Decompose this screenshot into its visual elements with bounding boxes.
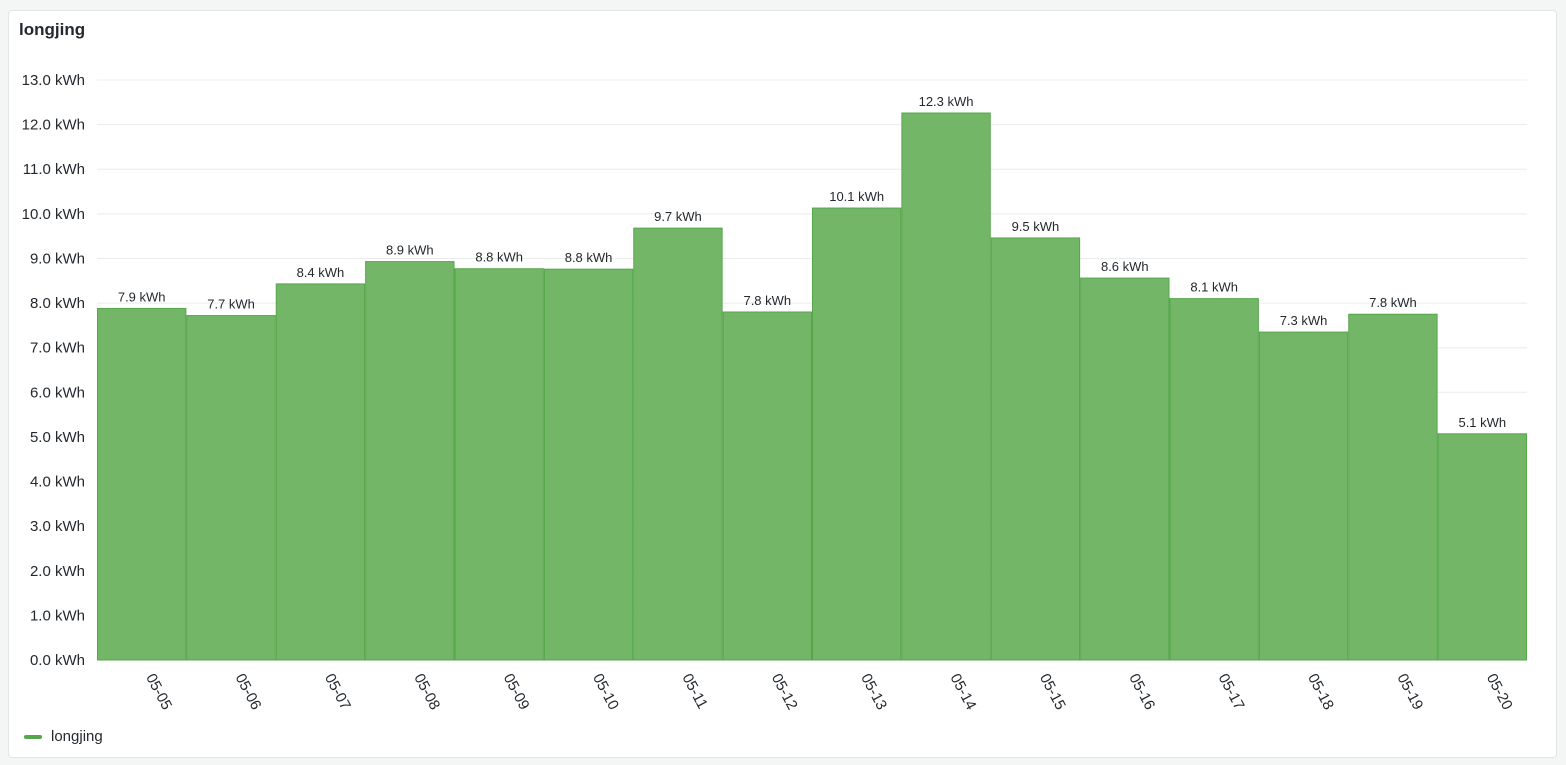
bar[interactable] xyxy=(1080,277,1170,661)
bar[interactable] xyxy=(990,237,1081,661)
y-tick-label: 2.0 kWh xyxy=(30,563,85,580)
x-tick-label: 05-17 xyxy=(1215,671,1248,713)
bar-value-label: 9.7 kWh xyxy=(654,209,702,224)
bar-value-label: 8.8 kWh xyxy=(565,250,613,265)
x-tick-label: 05-13 xyxy=(857,671,890,713)
bar[interactable] xyxy=(722,311,812,661)
bar-value-label: 8.8 kWh xyxy=(475,250,523,265)
x-tick-label: 05-10 xyxy=(589,671,622,713)
bar-value-label: 8.9 kWh xyxy=(386,243,434,258)
bar[interactable] xyxy=(275,283,366,661)
y-tick-label: 12.0 kWh xyxy=(22,117,85,134)
bar[interactable] xyxy=(1437,433,1527,661)
bar[interactable] xyxy=(1258,331,1349,661)
x-tick-label: 05-16 xyxy=(1125,671,1158,713)
bar-value-label: 8.4 kWh xyxy=(297,265,345,280)
bar[interactable] xyxy=(365,261,455,661)
x-tick-label: 05-14 xyxy=(947,671,980,713)
y-tick-label: 1.0 kWh xyxy=(30,607,85,624)
bar-value-label: 7.9 kWh xyxy=(118,289,166,304)
bar-value-label: 7.8 kWh xyxy=(743,293,791,308)
bar-value-label: 12.3 kWh xyxy=(919,94,974,109)
x-tick-label: 05-07 xyxy=(321,671,354,713)
bar[interactable] xyxy=(901,112,991,661)
y-tick-label: 3.0 kWh xyxy=(30,518,85,535)
y-tick-label: 10.0 kWh xyxy=(22,206,85,223)
bar-value-label: 8.6 kWh xyxy=(1101,259,1149,274)
panel-title: longjing xyxy=(19,20,86,39)
bars xyxy=(97,112,1527,661)
x-tick-label: 05-06 xyxy=(232,671,265,713)
chart-panel: longjing 0.0 kWh 1.0 kWh 2.0 kWh 3.0 kWh 4.0… xyxy=(8,10,1557,758)
y-tick-label: 11.0 kWh xyxy=(23,161,85,178)
x-tick-label: 05-09 xyxy=(500,671,533,713)
bar[interactable] xyxy=(1348,313,1438,661)
x-tick-label: 05-05 xyxy=(142,671,175,713)
bar-value-label: 7.3 kWh xyxy=(1280,313,1328,328)
x-tick-label: 05-15 xyxy=(1036,671,1069,713)
legend-swatch-longjing xyxy=(24,734,42,739)
bar-value-label: 10.1 kWh xyxy=(829,189,884,204)
x-tick-label: 05-19 xyxy=(1393,671,1426,713)
x-tick-label: 05-20 xyxy=(1483,671,1516,713)
bar-chart: 0.0 kWh 1.0 kWh 2.0 kWh 3.0 kWh 4.0 kWh 5.0 k… xyxy=(22,72,1527,713)
bar-value-label: 5.1 kWh xyxy=(1458,415,1506,430)
bar[interactable] xyxy=(1169,298,1259,661)
x-axis-ticks: 05-05 05-06 05-07 05-08 05-09 05-10 05-11 05-12… xyxy=(142,671,1516,713)
x-tick-label: 05-12 xyxy=(768,671,801,713)
bar-value-label: 9.5 kWh xyxy=(1012,219,1060,234)
y-tick-label: 9.0 kWh xyxy=(30,250,85,267)
y-tick-label: 7.0 kWh xyxy=(30,340,85,357)
bar[interactable] xyxy=(454,268,544,661)
x-tick-label: 05-18 xyxy=(1304,671,1337,713)
bar-value-label: 8.1 kWh xyxy=(1190,280,1238,295)
x-tick-label: 05-08 xyxy=(410,671,443,713)
bar[interactable] xyxy=(633,227,723,661)
bar[interactable] xyxy=(186,315,276,661)
bar[interactable] xyxy=(543,268,634,661)
y-tick-label: 5.0 kWh xyxy=(30,429,85,446)
bar-value-labels: 7.9 kWh 7.7 kWh 8.4 kWh 8.9 kWh 8.8 kWh 8.8 k… xyxy=(118,94,1506,430)
legend-label-longjing[interactable]: longjing xyxy=(51,728,103,745)
y-axis-ticks: 0.0 kWh 1.0 kWh 2.0 kWh 3.0 kWh 4.0 kWh 5.0 k… xyxy=(22,72,85,669)
y-tick-label: 8.0 kWh xyxy=(30,295,85,312)
bar[interactable] xyxy=(97,307,187,661)
y-tick-label: 0.0 kWh xyxy=(30,652,85,669)
bar-value-label: 7.8 kWh xyxy=(1369,295,1417,310)
x-tick-label: 05-11 xyxy=(678,671,711,712)
bar-value-label: 7.7 kWh xyxy=(207,297,255,312)
y-tick-label: 6.0 kWh xyxy=(30,384,85,401)
y-tick-label: 4.0 kWh xyxy=(30,474,85,491)
y-tick-label: 13.0 kWh xyxy=(22,72,85,89)
bar[interactable] xyxy=(812,207,902,661)
legend[interactable]: longjing xyxy=(24,728,103,745)
